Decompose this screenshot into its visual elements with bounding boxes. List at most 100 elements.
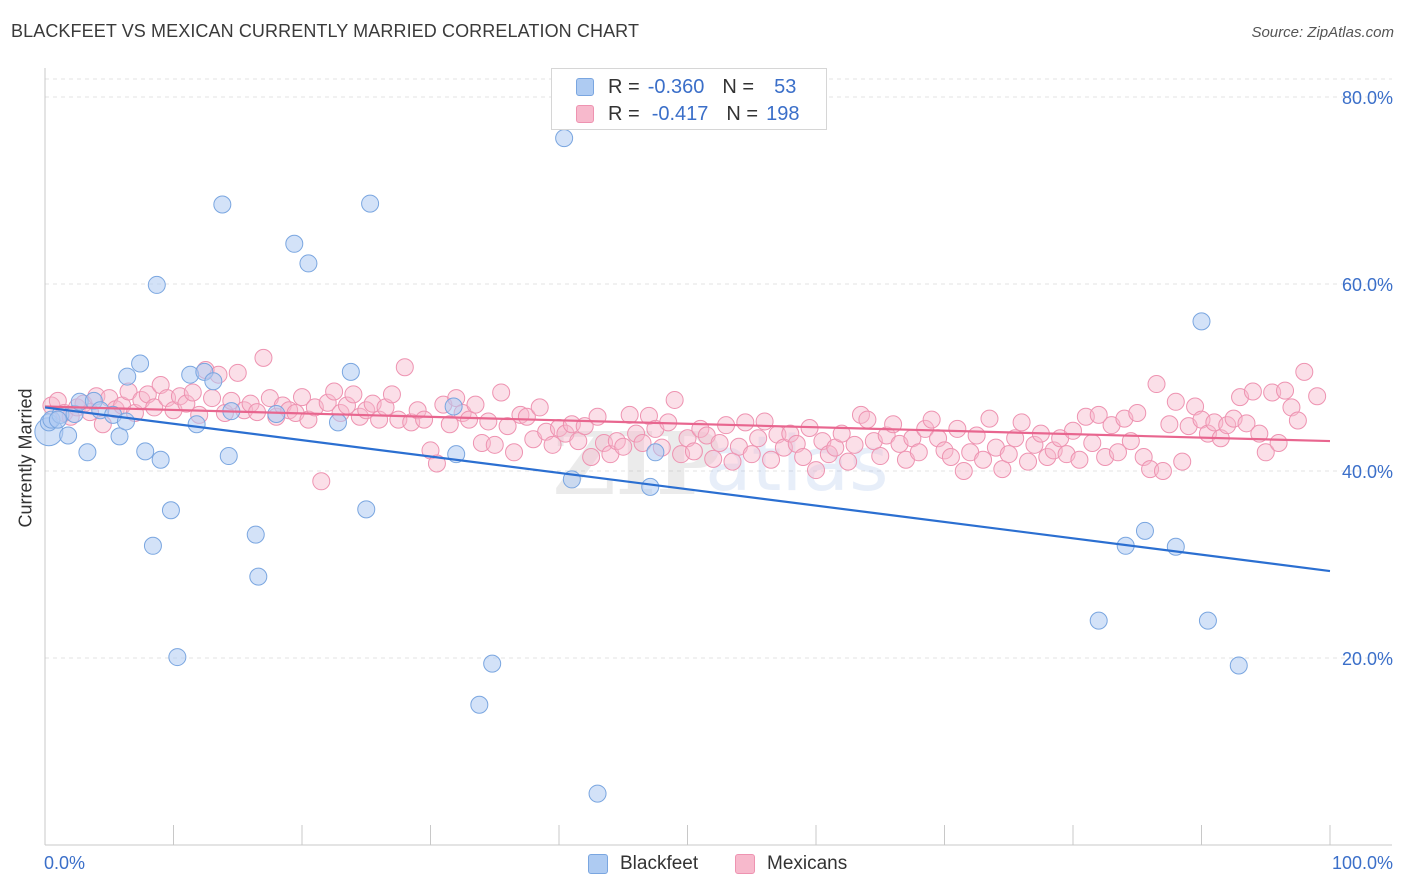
x-tick-label: 0.0%: [44, 853, 85, 873]
mexicans-point: [479, 412, 498, 431]
mexicans-point: [530, 398, 549, 417]
legend-label-mexicans: Mexicans: [767, 853, 848, 874]
blackfeet-point: [299, 254, 318, 273]
trend-lines: [44, 405, 1331, 573]
blackfeet-point: [118, 367, 137, 386]
legend-item-mexicans[interactable]: Mexicans: [735, 852, 847, 876]
mexicans-trend-line: [44, 405, 1331, 443]
tick-labels: 20.0% 40.0% 60.0% 80.0% 0.0% 100.0%: [44, 88, 1393, 873]
mexicans-point: [517, 407, 536, 426]
mexicans-point: [877, 426, 896, 445]
blackfeet-point: [1229, 656, 1248, 675]
blackfeet-point: [555, 129, 574, 148]
mexicans-point: [460, 410, 479, 429]
mexicans-point: [974, 450, 993, 469]
mexicans-point: [1269, 433, 1288, 452]
mexicans-point: [807, 461, 825, 480]
mexicans-point: [1186, 397, 1205, 416]
mexicans-point: [1256, 443, 1275, 462]
mexicans-point: [678, 429, 697, 448]
blackfeet-point: [110, 427, 129, 446]
y-tick-label: 80.0%: [1342, 88, 1393, 108]
blackfeet-point: [204, 372, 223, 391]
mexicans-point: [228, 363, 247, 382]
blackfeet-point: [78, 443, 97, 462]
mexicans-point: [466, 395, 485, 414]
chart-title: BLACKFEET VS MEXICAN CURRENTLY MARRIED C…: [11, 21, 640, 41]
mexicans-point: [492, 383, 511, 402]
blackfeet-trend-line: [44, 406, 1331, 573]
mexicans-point: [993, 460, 1012, 479]
mexicans-point: [1243, 382, 1262, 401]
blackfeet-point: [646, 443, 665, 462]
mexicans-point: [1108, 443, 1127, 462]
blackfeet-point: [48, 410, 67, 429]
blackfeet-swatch: [576, 78, 594, 96]
legend-label-blackfeet: Blackfeet: [620, 853, 699, 874]
blackfeet-point: [219, 447, 238, 466]
mexicans-point: [762, 450, 781, 469]
mexicans-point: [543, 435, 562, 454]
blackfeet-point: [328, 413, 347, 432]
mexicans-point: [415, 410, 434, 429]
mexicans-point: [980, 409, 999, 428]
blackfeet-point: [116, 412, 135, 431]
mexicans-point: [639, 406, 658, 425]
y-tick-label: 40.0%: [1342, 462, 1393, 482]
mexicans-point: [138, 385, 157, 404]
grid-lines: [45, 78, 1392, 659]
mexicans-point: [871, 447, 890, 466]
r-value: -0.417: [651, 102, 709, 125]
blackfeet-point: [285, 234, 304, 253]
mexicans-point: [839, 452, 858, 471]
mexicans-point: [723, 452, 742, 471]
mexicans-point: [588, 407, 607, 426]
y-tick-label: 20.0%: [1342, 649, 1393, 669]
blackfeet-point: [483, 654, 502, 673]
r-value: -0.360: [647, 75, 705, 98]
axes: [44, 68, 1392, 846]
x-tick-label: 100.0%: [1332, 853, 1393, 873]
blackfeet-point: [161, 501, 180, 520]
mexicans-point: [832, 424, 851, 443]
mexicans-point: [421, 441, 440, 460]
mexicans-point: [1237, 414, 1256, 433]
mexicans-point: [177, 394, 196, 413]
mexicans-point: [1025, 435, 1044, 454]
watermark-zip: ZIP: [553, 414, 721, 515]
mexicans-point: [1070, 450, 1089, 469]
watermark: ZIP atlas: [553, 414, 889, 515]
blackfeet-point: [131, 354, 150, 373]
mexicans-point: [935, 441, 954, 460]
mexicans-point: [633, 433, 652, 452]
mexicans-point: [145, 398, 164, 417]
mexicans-point: [1160, 415, 1179, 434]
mexicans-point: [254, 348, 273, 367]
correlation-legend: R = -0.360 N = 53 R = -0.417 N = 198: [551, 68, 827, 130]
mexicans-point: [1128, 404, 1147, 423]
mexicans-point: [627, 424, 646, 443]
mexicans-point: [1218, 416, 1237, 435]
legend-item-blackfeet[interactable]: Blackfeet: [588, 852, 698, 876]
mexicans-point: [819, 445, 838, 464]
blackfeet-point: [147, 275, 166, 294]
mexicans-point: [704, 449, 723, 468]
n-label: N =: [726, 102, 759, 125]
watermark-atlas: atlas: [705, 419, 889, 508]
n-value: 198: [766, 102, 800, 125]
mexicans-point: [794, 447, 813, 466]
mexicans-point: [620, 405, 639, 424]
blackfeet-point: [341, 362, 360, 381]
n-value: 53: [774, 75, 797, 98]
mexicans-point: [408, 401, 427, 420]
blackfeet-point: [588, 784, 607, 803]
mexicans-swatch: [576, 105, 594, 123]
mexicans-point: [582, 447, 601, 466]
blackfeet-point: [444, 397, 463, 416]
mexicans-point: [1308, 387, 1327, 406]
mexicans-point: [845, 435, 864, 454]
mexicans-point: [569, 432, 588, 451]
mexicans-point: [1166, 392, 1185, 411]
y-tick-label: 60.0%: [1342, 275, 1393, 295]
